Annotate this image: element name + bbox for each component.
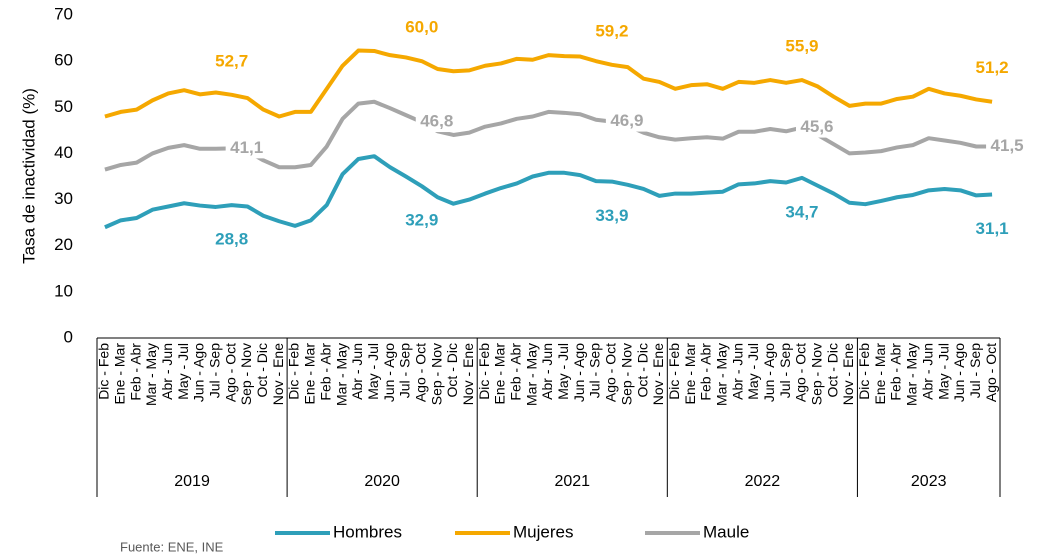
x-tick-label: Dic - Feb (666, 343, 682, 400)
x-tick-label: Nov - Ene (460, 343, 476, 405)
x-tick-label: Abr - Jun (539, 343, 555, 400)
x-tick-label: Oct - Dic (634, 343, 650, 397)
x-tick-label: May - Jul (935, 343, 951, 400)
value-label: 28,8 (215, 230, 248, 249)
series-line (104, 99, 993, 172)
x-tick-label: Nov - Ene (840, 343, 856, 405)
value-label: 60,0 (405, 18, 438, 37)
series-line (104, 154, 993, 230)
x-tick-label: Ene - Mar (492, 343, 508, 405)
x-tick-label: Jul - Sep (967, 343, 983, 398)
x-tick-label: Ago - Oct (222, 343, 238, 402)
legend-label: Hombres (333, 522, 402, 541)
series-line (104, 48, 993, 119)
x-tick-label: Mar - May (333, 343, 349, 406)
x-group-label: 2019 (174, 473, 210, 490)
value-label: 34,7 (785, 202, 818, 221)
x-tick-label: Oct - Dic (254, 343, 270, 397)
x-group-label: 2022 (745, 473, 781, 490)
x-tick-label: Ene - Mar (682, 343, 698, 405)
x-tick-label: Mar - May (713, 343, 729, 406)
x-tick-label: Jul - Sep (777, 343, 793, 398)
x-tick-label: Ene - Mar (872, 343, 888, 405)
x-tick-label: Mar - May (143, 343, 159, 406)
legend-label: Maule (703, 522, 749, 541)
x-tick-label: Feb - Abr (508, 343, 524, 401)
value-label: 33,9 (595, 206, 628, 225)
x-tick-label: May - Jul (555, 343, 571, 400)
value-label-bg (986, 136, 1029, 157)
value-label: 46,8 (420, 112, 453, 131)
y-tick-label: 20 (54, 235, 73, 254)
value-label: 41,5 (991, 136, 1024, 155)
x-tick-label: May - Jul (365, 343, 381, 400)
x-tick-label: Ago - Oct (983, 343, 999, 402)
x-tick-label: Ago - Oct (793, 343, 809, 402)
y-tick-label: 50 (54, 97, 73, 116)
value-label-bg (415, 112, 458, 133)
x-tick-label: Dic - Feb (286, 343, 302, 400)
value-label-bg (795, 117, 838, 138)
x-tick-label: Dic - Feb (856, 343, 872, 400)
x-tick-label: Feb - Abr (888, 343, 904, 401)
value-label: 51,2 (976, 58, 1009, 77)
value-label: 55,9 (785, 37, 818, 56)
x-tick-label: Jun - Ago (381, 343, 397, 402)
value-label: 59,2 (595, 21, 628, 40)
legend-label: Mujeres (513, 522, 573, 541)
x-group-label: 2021 (554, 473, 590, 490)
x-tick-label: Ene - Mar (111, 343, 127, 405)
x-tick-label: Nov - Ene (650, 343, 666, 405)
x-tick-label: Ago - Oct (603, 343, 619, 402)
x-group-label: 2023 (911, 473, 947, 490)
x-tick-label: Oct - Dic (444, 343, 460, 397)
x-tick-label: Jul - Sep (207, 343, 223, 398)
x-tick-label: Feb - Abr (698, 343, 714, 401)
value-label: 46,9 (610, 111, 643, 130)
x-tick-label: Oct - Dic (824, 343, 840, 397)
y-tick-label: 10 (54, 281, 73, 300)
value-label: 32,9 (405, 211, 438, 230)
x-tick-label: Abr - Jun (729, 343, 745, 400)
x-tick-label: Ene - Mar (302, 343, 318, 405)
x-tick-label: Jun - Ago (571, 343, 587, 402)
x-tick-label: Sep - Nov (809, 343, 825, 405)
x-tick-label: Sep - Nov (238, 343, 254, 405)
value-label: 41,1 (230, 138, 263, 157)
x-tick-label: Jul - Sep (587, 343, 603, 398)
y-tick-label: 30 (54, 189, 73, 208)
y-tick-label: 60 (54, 51, 73, 70)
x-tick-label: Abr - Jun (349, 343, 365, 400)
x-tick-label: Mar - May (904, 343, 920, 406)
value-label-bg (605, 111, 648, 132)
y-tick-label: 70 (54, 4, 73, 23)
value-label: 31,1 (976, 219, 1009, 238)
value-label-bg (225, 138, 268, 159)
x-tick-label: Sep - Nov (428, 343, 444, 405)
x-tick-label: May - Jul (175, 343, 191, 400)
x-tick-label: Feb - Abr (317, 343, 333, 401)
x-tick-label: Dic - Feb (476, 343, 492, 400)
x-tick-label: May - Jul (745, 343, 761, 400)
x-tick-label: Jul - Sep (397, 343, 413, 398)
x-tick-label: Ago - Oct (412, 343, 428, 402)
x-tick-label: Jun - Ago (191, 343, 207, 402)
x-tick-label: Jun - Ago (761, 343, 777, 402)
x-tick-label: Sep - Nov (618, 343, 634, 405)
x-tick-label: Feb - Abr (127, 343, 143, 401)
y-tick-label: 40 (54, 143, 73, 162)
x-tick-label: Mar - May (523, 343, 539, 406)
x-tick-label: Jun - Ago (951, 343, 967, 402)
x-tick-label: Nov - Ene (270, 343, 286, 405)
value-label: 52,7 (215, 51, 248, 70)
x-tick-label: Abr - Jun (159, 343, 175, 400)
y-tick-label: 0 (64, 327, 73, 346)
y-axis-label: Tasa de inactividad (%) (19, 88, 38, 264)
value-label: 45,6 (800, 117, 833, 136)
x-tick-label: Abr - Jun (919, 343, 935, 400)
x-tick-label: Dic - Feb (96, 343, 112, 400)
x-group-label: 2020 (364, 473, 400, 490)
source-note: Fuente: ENE, INE (120, 539, 224, 554)
